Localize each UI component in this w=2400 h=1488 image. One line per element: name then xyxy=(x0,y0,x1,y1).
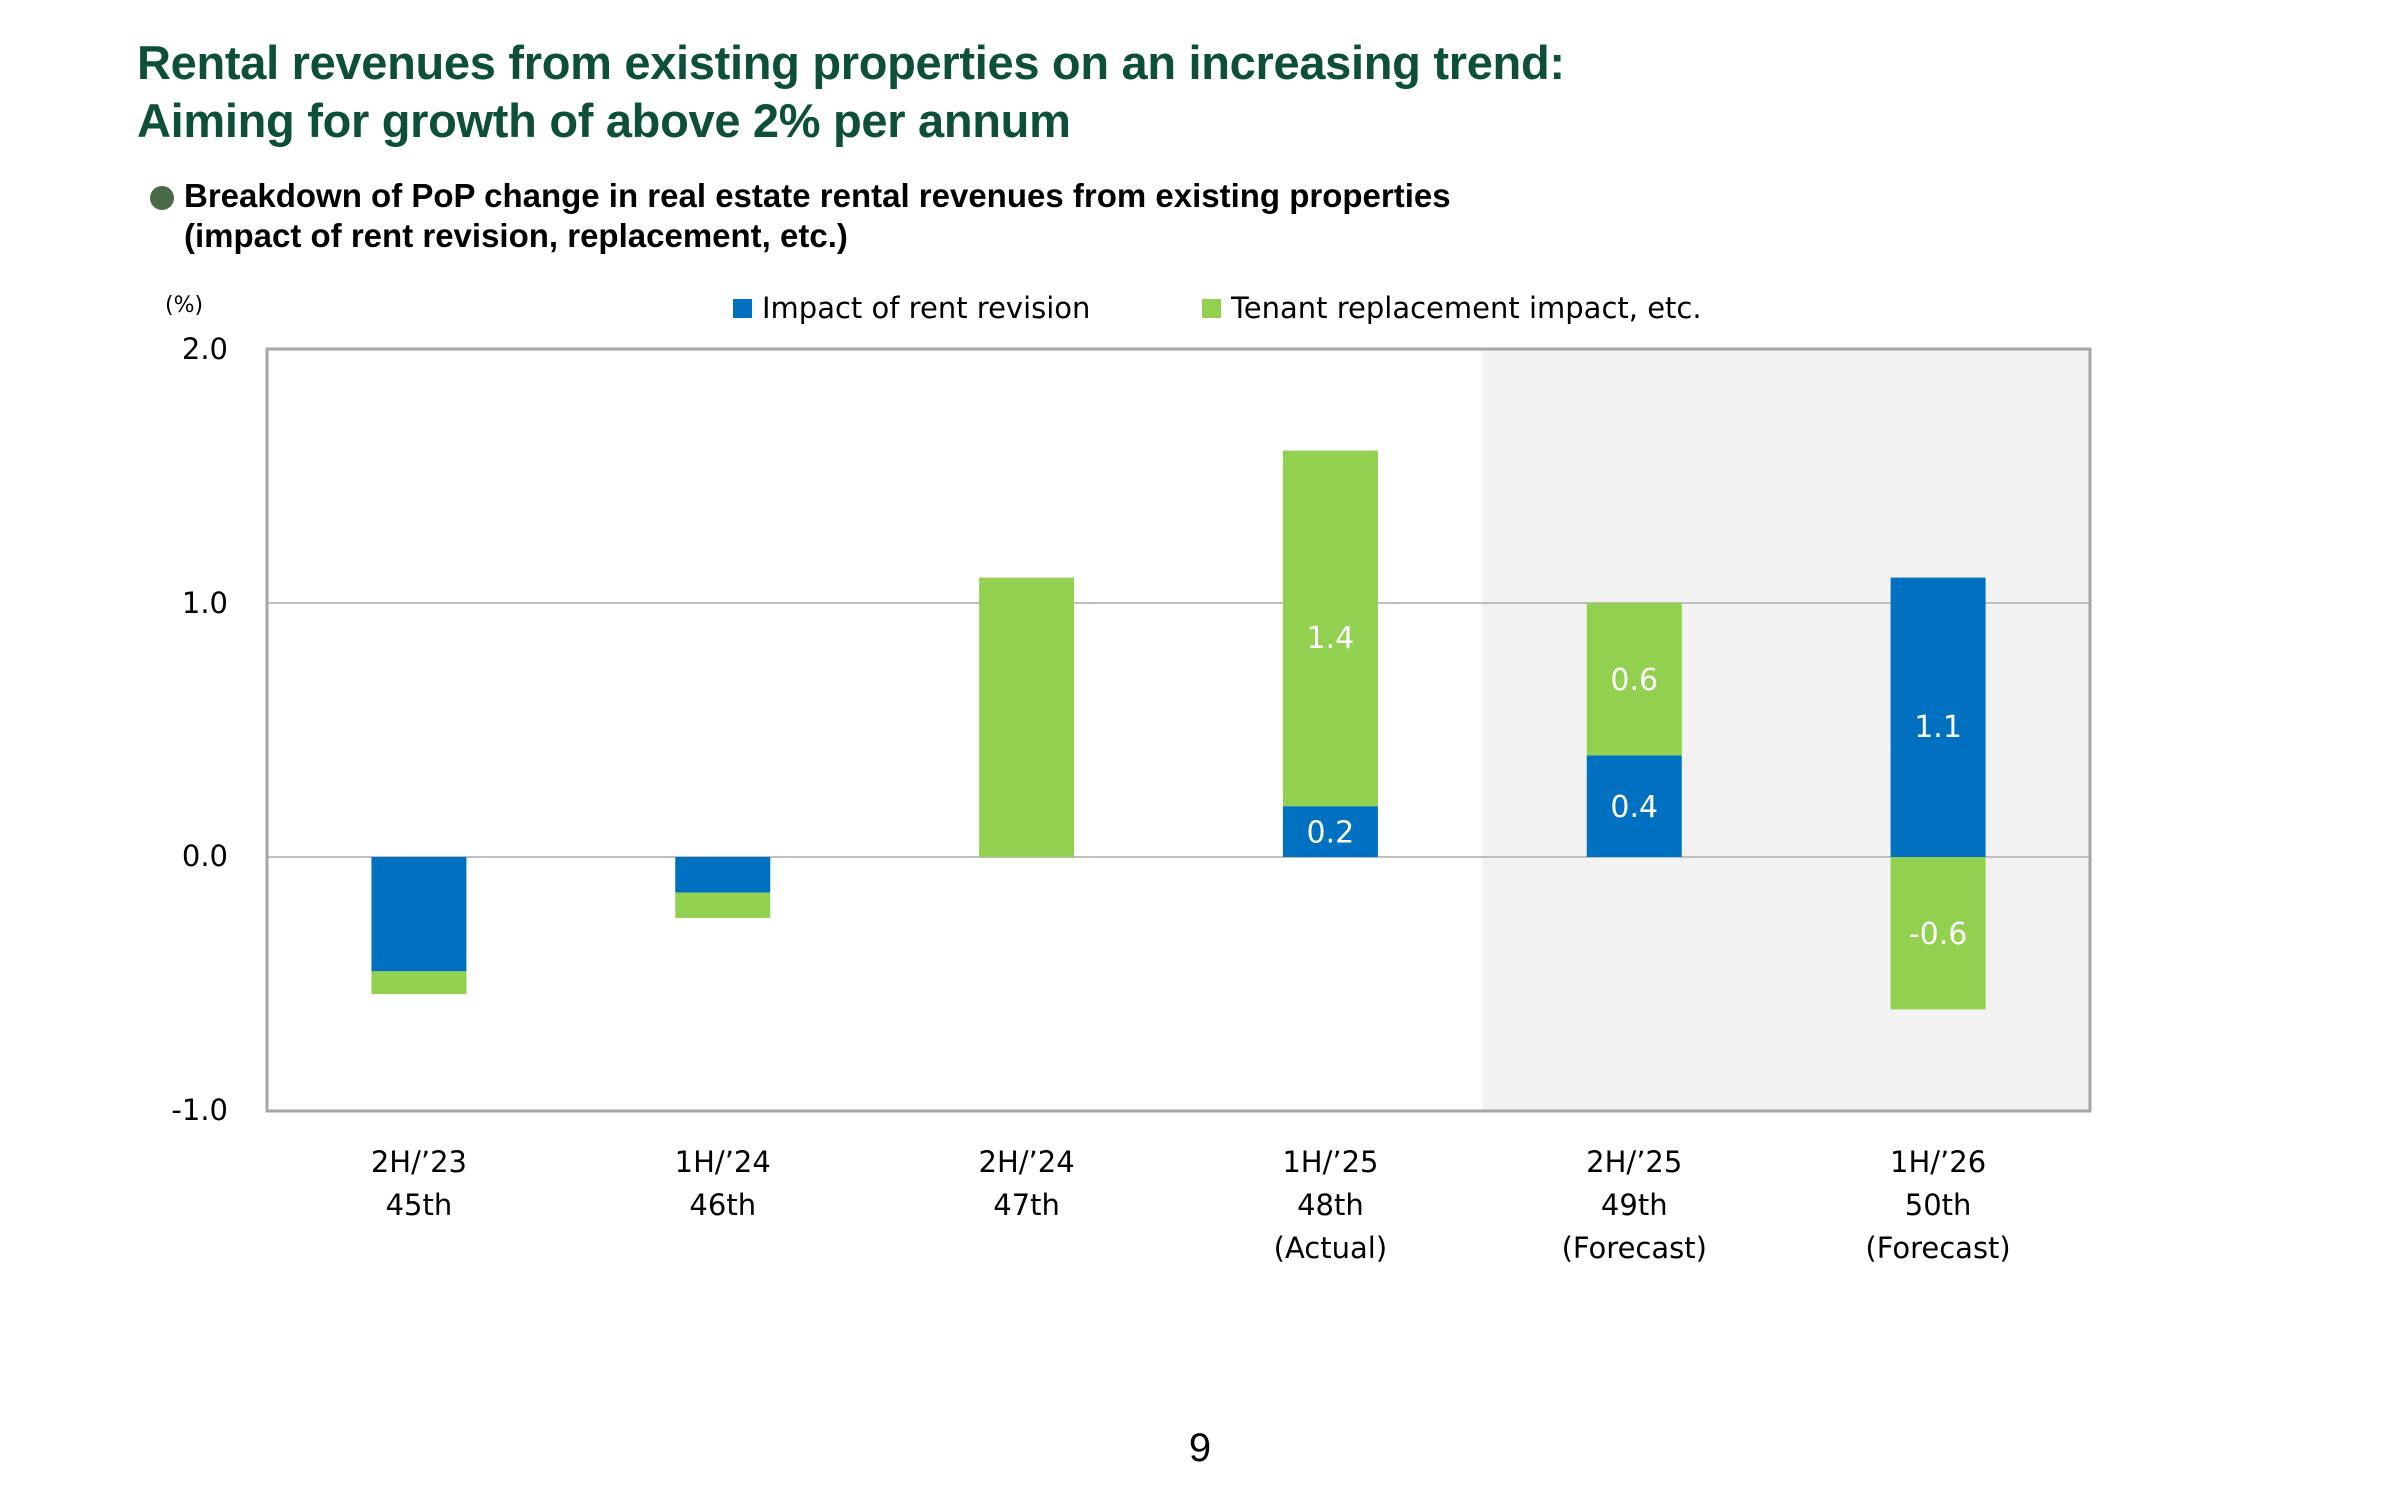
chart-subtitle: Breakdown of PoP change in real estate r… xyxy=(150,176,1451,256)
legend-item-rent-revision: Impact of rent revision xyxy=(733,288,1090,328)
bars xyxy=(371,450,1986,1010)
x-label-note xyxy=(289,1227,549,1270)
subtitle-line-1: Breakdown of PoP change in real estate r… xyxy=(184,177,1451,214)
x-label-note: (Actual) xyxy=(1273,1231,1388,1265)
bar-segment-rent-revision xyxy=(675,857,771,893)
y-axis-unit-label: (%) xyxy=(165,293,204,318)
x-label-fiscal: 49th xyxy=(1600,1188,1668,1222)
legend-swatch-blue-icon xyxy=(733,298,752,318)
y-tick-label: 0.0 xyxy=(181,839,228,873)
x-category-label: 2H/’23 45th xyxy=(289,1141,549,1270)
x-label-fiscal: 50th xyxy=(1904,1188,1972,1222)
x-label-period: 2H/’23 xyxy=(370,1145,467,1179)
x-category-label: 1H/’24 46th xyxy=(593,1141,853,1270)
bar-segment-tenant-replacement xyxy=(1282,450,1378,807)
x-label-period: 1H/’26 xyxy=(1890,1145,1987,1179)
data-label: 1.4 xyxy=(1307,621,1355,656)
x-label-fiscal: 46th xyxy=(689,1188,757,1222)
y-tick-label: 1.0 xyxy=(181,586,228,620)
x-label-fiscal: 47th xyxy=(993,1188,1060,1222)
data-label: 1.1 xyxy=(1914,710,1962,745)
bar-segment-rent-revision xyxy=(1282,806,1378,857)
data-label: 0.6 xyxy=(1610,663,1658,698)
data-label: -0.6 xyxy=(1909,917,1968,952)
x-label-period: 1H/’24 xyxy=(674,1145,771,1179)
title-line-2: Aiming for growth of above 2% per annum xyxy=(137,94,1071,147)
legend-swatch-green-icon xyxy=(1202,298,1221,318)
bar-segment-tenant-replacement xyxy=(675,892,771,918)
data-labels: 0.2 1.4 0.4 0.6 1.1 -0.6 xyxy=(1307,621,1968,952)
bar-segment-tenant-replacement xyxy=(371,971,467,995)
subtitle-line-2: (impact of rent revision, replacement, e… xyxy=(184,217,848,254)
title-line-1: Rental revenues from existing properties… xyxy=(137,36,1565,89)
legend-label: Impact of rent revision xyxy=(762,291,1091,325)
x-label-fiscal: 48th xyxy=(1297,1188,1364,1222)
plot-area-border xyxy=(265,347,2092,1113)
x-category-label: 2H/’24 47th xyxy=(897,1141,1157,1270)
x-category-label: 1H/’26 50th (Forecast) xyxy=(1808,1141,2068,1270)
bullet-circle-icon xyxy=(150,186,174,210)
x-label-period: 1H/’25 xyxy=(1282,1145,1379,1179)
x-label-period: 2H/’25 xyxy=(1586,1145,1683,1179)
x-label-period: 2H/’24 xyxy=(978,1145,1075,1179)
legend-label: Tenant replacement impact, etc. xyxy=(1231,291,1702,325)
x-label-note xyxy=(897,1227,1157,1270)
bar-segment-tenant-replacement xyxy=(979,577,1075,857)
bar-segment-rent-revision xyxy=(371,857,467,972)
legend-item-tenant-replacement: Tenant replacement impact, etc. xyxy=(1202,288,1702,328)
page-number: 9 xyxy=(1188,1426,1212,1470)
data-label: 0.2 xyxy=(1307,816,1355,851)
x-label-note: (Forecast) xyxy=(1865,1231,2011,1265)
x-label-note xyxy=(593,1227,853,1270)
x-category-label: 2H/’25 49th (Forecast) xyxy=(1504,1141,1764,1270)
bar-segment-tenant-replacement xyxy=(1890,857,1986,1010)
page-title: Rental revenues from existing properties… xyxy=(137,34,1565,150)
x-label-fiscal: 45th xyxy=(385,1188,453,1222)
bar-segment-rent-revision xyxy=(1586,755,1682,857)
forecast-shaded-region xyxy=(1482,349,2090,1111)
gridlines xyxy=(267,602,2090,858)
x-category-label: 1H/’25 48th (Actual) xyxy=(1200,1141,1460,1270)
bar-segment-rent-revision xyxy=(1890,577,1986,857)
y-tick-label: 2.0 xyxy=(181,332,228,366)
data-label: 0.4 xyxy=(1610,790,1658,825)
x-label-note: (Forecast) xyxy=(1561,1231,1707,1265)
bar-segment-tenant-replacement xyxy=(1586,603,1682,756)
y-tick-label: -1.0 xyxy=(171,1093,228,1127)
